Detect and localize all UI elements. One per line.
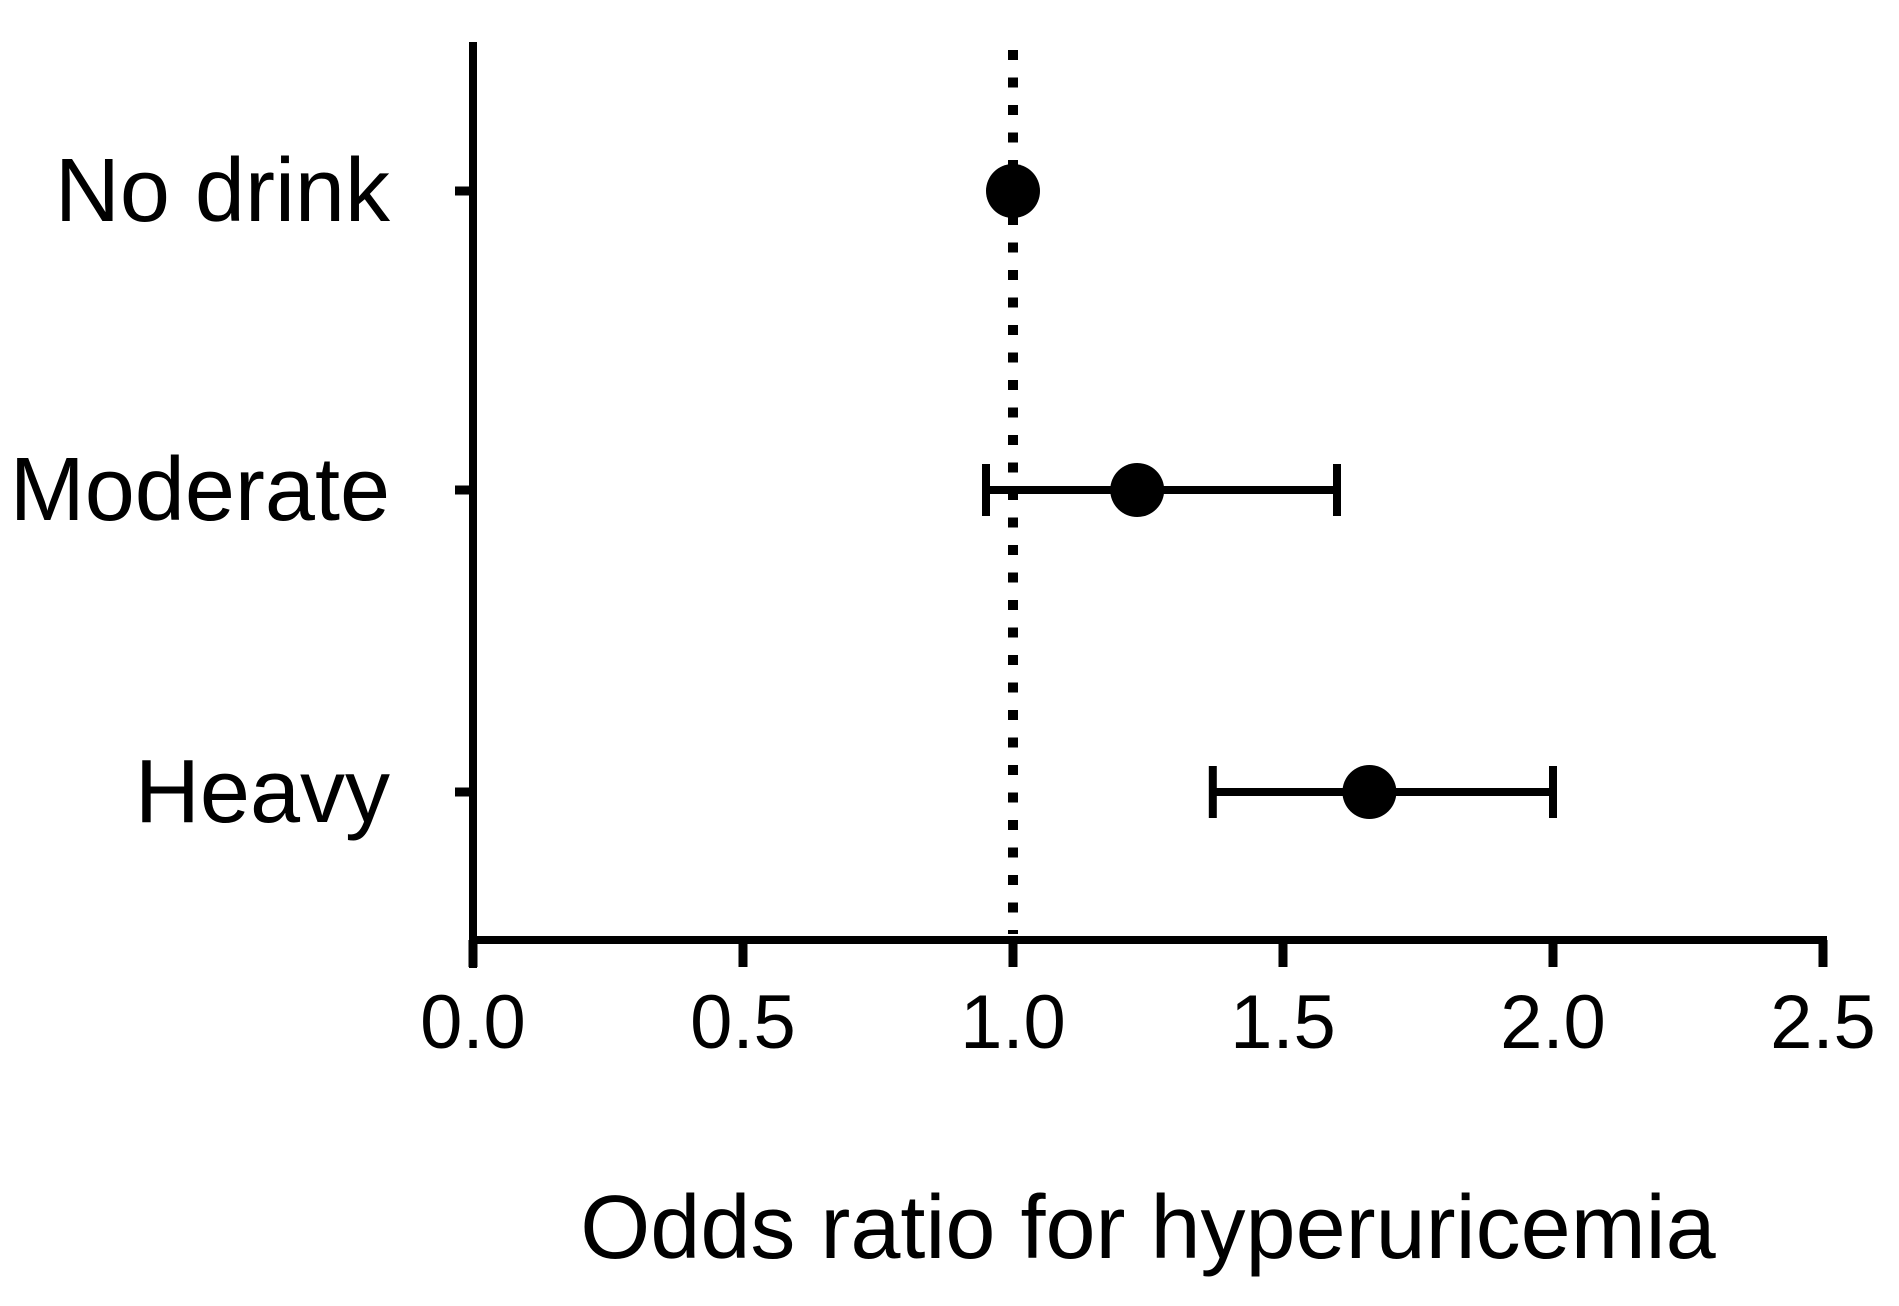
x-tick-label: 2.0: [1500, 980, 1606, 1065]
x-tick-label: 0.0: [420, 980, 526, 1065]
x-tick-label: 1.5: [1230, 980, 1336, 1065]
category-label: Heavy: [134, 742, 390, 842]
x-tick-label: 1.0: [960, 980, 1066, 1065]
x-tick-label: 2.5: [1770, 980, 1876, 1065]
data-point-dot: [986, 164, 1040, 218]
x-axis-title: Odds ratio for hyperuricemia: [580, 1178, 1716, 1278]
data-point-dot: [1342, 765, 1397, 819]
category-label: No drink: [54, 141, 390, 241]
category-label: Moderate: [9, 440, 390, 540]
data-point-dot: [1110, 463, 1165, 517]
x-tick-label: 0.5: [690, 980, 796, 1065]
